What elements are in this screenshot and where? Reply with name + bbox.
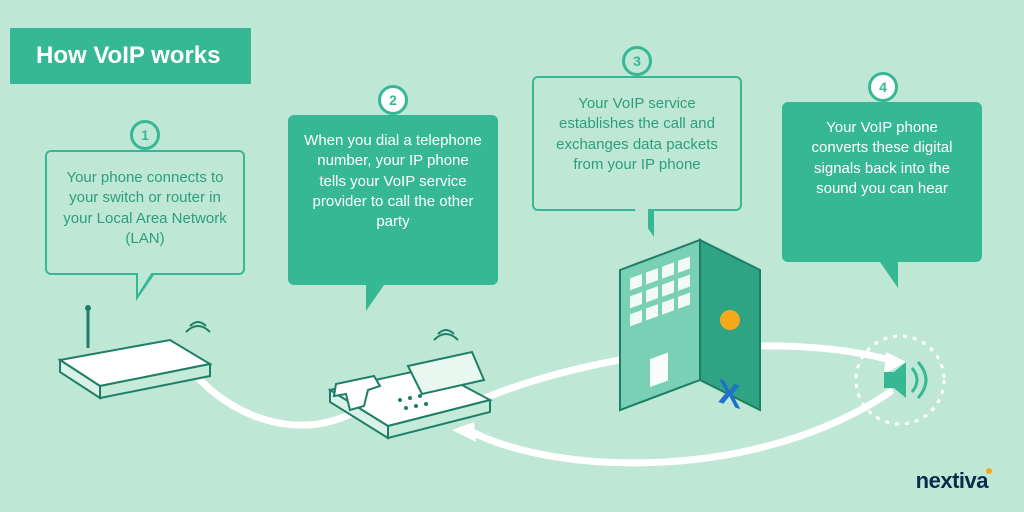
building-icon: X [620,240,760,417]
step-bubble-3: Your VoIP service establishes the call a… [532,76,742,211]
arc-group [452,346,906,463]
step-text-3: Your VoIP service establishes the call a… [556,95,718,173]
title-text: How VoIP works [36,42,221,69]
arc-right [480,346,890,400]
infographic-canvas: How VoIP works [0,0,1024,512]
step-badge-1: 1 [130,120,160,150]
logo-text: nextiva [916,468,988,493]
router-icon [60,305,210,398]
arrow-right [884,352,906,374]
step-badge-2: 2 [378,85,408,115]
bubble-tail-2 [366,285,384,311]
arc-left [468,392,890,463]
step-text-2: When you dial a telephone number, your I… [304,132,482,230]
step-badge-3: 3 [622,46,652,76]
cable-router-phone [200,380,355,425]
logo-dot-icon [986,468,992,474]
desk-phone-icon [330,330,490,438]
brand-logo: nextiva [916,468,994,494]
title-banner: How VoIP works [10,28,251,84]
step-bubble-2: When you dial a telephone number, your I… [288,115,498,285]
svg-text:X: X [718,372,741,417]
step-badge-4: 4 [868,72,898,102]
step-text-1: Your phone connects to your switch or ro… [63,169,226,247]
step-bubble-4: Your VoIP phone converts these digital s… [782,102,982,262]
speaker-icon [856,336,944,424]
step-bubble-1: Your phone connects to your switch or ro… [45,150,245,275]
step-text-4: Your VoIP phone converts these digital s… [812,119,953,197]
bubble-tail-4 [880,262,898,288]
arrow-left [452,422,476,442]
